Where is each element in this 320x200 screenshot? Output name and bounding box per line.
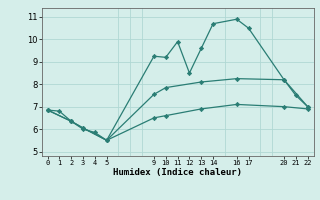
X-axis label: Humidex (Indice chaleur): Humidex (Indice chaleur) xyxy=(113,168,242,177)
